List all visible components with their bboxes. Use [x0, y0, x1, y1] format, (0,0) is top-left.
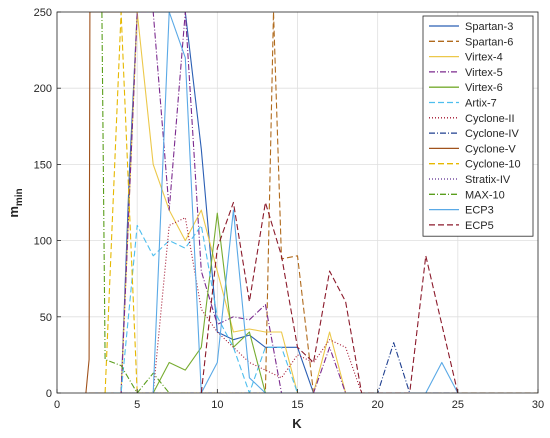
legend-entry-label: Spartan-6 — [465, 36, 513, 48]
y-axis-label: mmin — [6, 188, 25, 217]
legend: Spartan-3 Spartan-6 Virtex-4 Virtex-5 Virtex… — [422, 15, 534, 237]
legend-entry-label: Cyclone-IV — [465, 128, 519, 140]
series-line-virtex-6 — [121, 212, 346, 393]
legend-entry-label: Stratix-IV — [465, 174, 511, 186]
series-line-spartan-3 — [89, 12, 330, 393]
y-axis-label-subscript: min — [14, 188, 25, 206]
x-tick-label: 15 — [291, 399, 303, 411]
y-axis-label-main: m — [6, 206, 21, 218]
y-tick-label: 100 — [34, 236, 52, 248]
legend-entry-label: Cyclone-V — [465, 143, 516, 155]
y-tick-label: 0 — [46, 388, 52, 400]
series-line-ecp5 — [200, 201, 459, 393]
x-tick-label: 25 — [452, 399, 464, 411]
x-tick-label: 5 — [134, 399, 140, 411]
x-tick-label: 0 — [54, 399, 60, 411]
x-tick-label: 20 — [372, 399, 384, 411]
x-axis-label: K — [292, 416, 302, 431]
y-tick-label: 250 — [34, 7, 52, 19]
legend-entry-label: Artix-7 — [465, 98, 497, 110]
series-line-virtex-5 — [120, 12, 362, 393]
series-line-cyclone-v — [85, 12, 138, 393]
legend-entry-label: Spartan-3 — [465, 21, 513, 33]
y-tick-label: 200 — [34, 83, 52, 95]
legend-entry-label: ECP5 — [465, 220, 494, 232]
legend-entry-label: Cyclone-10 — [465, 159, 521, 171]
axis-ticks: 0 5 10 15 20 25 30 0 50 100 150 200 250 — [34, 7, 544, 411]
series-line-cyclone-iv — [121, 342, 458, 393]
y-tick-label: 50 — [40, 312, 52, 324]
x-tick-label: 10 — [211, 399, 223, 411]
legend-entry-label: Virtex-5 — [465, 67, 503, 79]
legend-entry-label: Virtex-4 — [465, 52, 503, 64]
legend-entry-label: ECP3 — [465, 205, 494, 217]
y-tick-label: 150 — [34, 159, 52, 171]
series-line-cyclone-ii — [121, 217, 363, 393]
series-line-artix-7 — [105, 224, 314, 393]
series-lines — [85, 12, 538, 393]
legend-box — [422, 15, 534, 237]
legend-entry-label: Virtex-6 — [465, 82, 503, 94]
x-tick-label: 30 — [532, 399, 544, 411]
legend-entry-label: Cyclone-II — [465, 113, 515, 125]
legend-entry-label: MAX-10 — [465, 189, 505, 201]
series-line-ecp3 — [152, 12, 459, 393]
series-line-virtex-4 — [120, 12, 362, 393]
